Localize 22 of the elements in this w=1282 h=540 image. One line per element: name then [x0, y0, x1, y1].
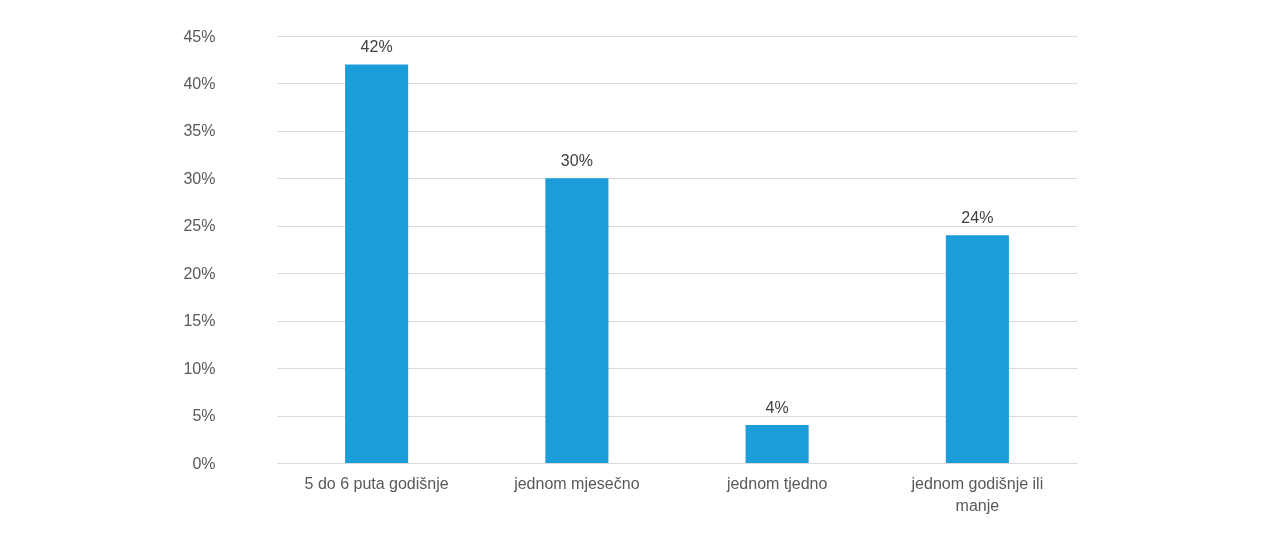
y-tick-label: 0%	[192, 454, 216, 472]
x-tick-label: jednom mjesečno	[513, 474, 640, 492]
bar	[945, 235, 1009, 463]
y-tick-label: 5%	[192, 407, 216, 425]
data-label: 42%	[360, 38, 393, 56]
y-tick-label: 45%	[183, 27, 216, 45]
y-tick-label: 10%	[183, 359, 216, 377]
x-tick-label: jednom godišnje ili manje	[910, 474, 1044, 514]
bar	[545, 178, 609, 463]
y-tick-label: 25%	[183, 217, 216, 235]
y-tick-label: 35%	[183, 122, 216, 140]
x-tick-label: jednom tjedno	[725, 474, 828, 492]
bar	[345, 64, 409, 463]
data-label: 30%	[560, 152, 593, 170]
bar	[745, 425, 809, 463]
y-tick-label: 30%	[183, 169, 216, 187]
data-label: 24%	[961, 209, 994, 227]
y-tick-label: 40%	[183, 74, 216, 92]
data-label: 4%	[765, 399, 789, 417]
x-tick-label: 5 do 6 puta godišnje	[304, 474, 449, 492]
y-tick-label: 15%	[183, 312, 216, 330]
y-tick-label: 20%	[183, 264, 216, 282]
